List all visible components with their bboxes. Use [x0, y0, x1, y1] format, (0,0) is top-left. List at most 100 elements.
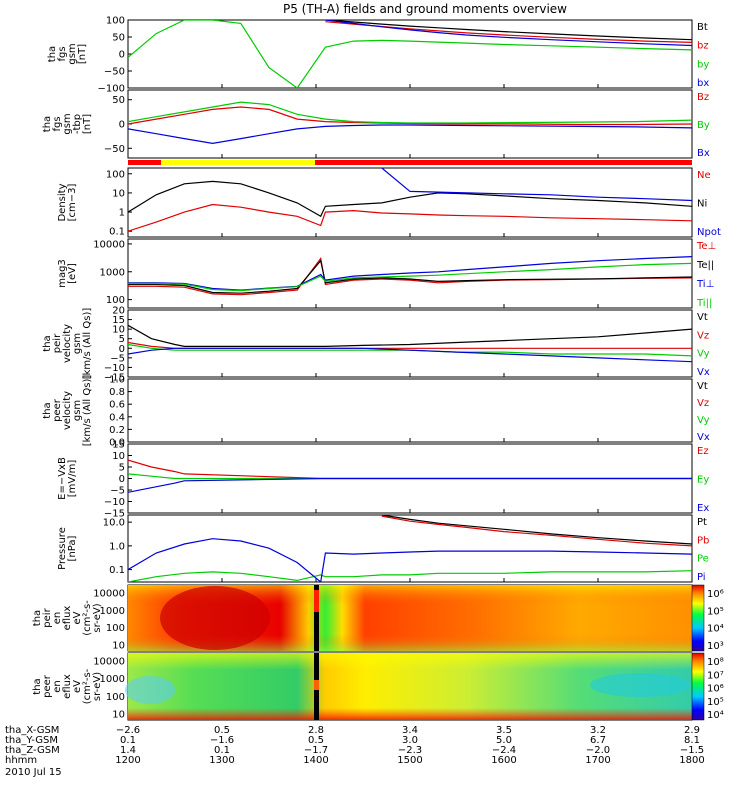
- bottom-row-value: 0.1: [214, 745, 230, 756]
- series-line-by: [128, 20, 692, 88]
- y-tick-label: 50: [112, 95, 125, 106]
- y-tick-label: 10: [112, 451, 125, 462]
- spectrogram-peir-core: [160, 586, 270, 650]
- legend-entry: bz: [697, 41, 709, 52]
- y-axis-label: fgs: [52, 116, 63, 131]
- legend-entry: Vt: [697, 312, 708, 323]
- series-line-Ez: [128, 459, 692, 480]
- y-axis-label: peer: [52, 398, 63, 422]
- bottom-row-value: −2.6: [116, 725, 140, 736]
- bottom-row-value: −1.5: [680, 745, 704, 756]
- bottom-row-value: −2.3: [398, 745, 422, 756]
- series-line-Ni: [128, 180, 692, 218]
- y-tick-label: 0.0: [109, 438, 125, 449]
- spectrogram-peir-spike: [314, 590, 319, 612]
- series-line-Ex: [128, 477, 692, 493]
- y-axis-label: [nT]: [82, 114, 93, 134]
- y-tick-label: 0.2: [109, 425, 125, 436]
- series-line-Npot: [381, 168, 692, 202]
- colorbar-tick-label: 10⁴: [707, 710, 724, 721]
- y-axis-label: en: [52, 680, 63, 693]
- bottom-row-value: 5.0: [496, 735, 512, 746]
- y-axis-label: eV: [72, 611, 83, 624]
- y-axis-label: gsm: [62, 113, 73, 134]
- bottom-row-value: 3.5: [496, 725, 512, 736]
- legend-entry: Ne: [697, 170, 711, 181]
- y-tick-label: 100: [106, 692, 125, 703]
- panel-frame: [127, 309, 693, 378]
- y-axis-label: eflux: [62, 606, 73, 631]
- colorbar-tick-label: 10⁵: [707, 606, 724, 617]
- series-line-Pb: [381, 515, 692, 547]
- series-line-Bt: [325, 20, 692, 41]
- y-tick-label: 0: [119, 344, 125, 355]
- legend-entry: Bz: [697, 92, 709, 103]
- bottom-row-value: 1300: [209, 755, 234, 766]
- y-axis-label: -tbp: [72, 114, 83, 134]
- legend-entry: Vz: [697, 330, 709, 341]
- y-tick-label: 0.6: [109, 400, 125, 411]
- y-tick-label: 10: [112, 710, 125, 721]
- series-line-Pi: [128, 538, 692, 582]
- y-axis-label: [mV/m]: [67, 460, 78, 498]
- y-axis-label: tha: [47, 46, 58, 62]
- y-tick-label: −100: [98, 84, 125, 95]
- y-axis-label: [cm−3]: [67, 184, 78, 222]
- bottom-row-value: 0.1: [120, 735, 136, 746]
- y-tick-label: 10: [112, 641, 125, 652]
- y-axis-label: mag3: [57, 259, 68, 288]
- legend-entry: Ey: [697, 475, 709, 486]
- bottom-row-value: 1400: [303, 755, 328, 766]
- y-axis-label: (cm²-s-: [82, 600, 93, 636]
- legend-entry: Ti||: [696, 298, 712, 309]
- bottom-axis-table: tha_X-GSM −2.6 0.5 2.8 3.4 3.5 3.2 2.9tha_Y-GSM…: [5, 725, 705, 766]
- y-axis-label: tha: [42, 402, 53, 418]
- y-tick-label: −5: [110, 486, 125, 497]
- y-tick-label: −10: [104, 363, 125, 374]
- y-tick-label: 10000: [93, 589, 125, 600]
- y-tick-label: 0: [119, 50, 125, 61]
- date-label: 2010 Jul 15: [5, 767, 62, 778]
- y-axis-label: gsm: [72, 333, 83, 354]
- bottom-row-label: tha_Y-GSM: [5, 735, 58, 746]
- bottom-row-value: 1800: [679, 755, 704, 766]
- spectrogram-peer: [125, 653, 692, 720]
- y-tick-label: 100: [106, 169, 125, 180]
- legend-entry: by: [697, 59, 709, 70]
- y-tick-label: 50: [112, 33, 125, 44]
- y-axis-label: gsm: [72, 400, 83, 421]
- bottom-row-value: 0.5: [308, 735, 324, 746]
- series-line-Bx: [128, 124, 692, 145]
- y-tick-label: −10: [104, 497, 125, 508]
- status-bar-red-1: [128, 160, 161, 165]
- y-axis-label: gsm: [67, 43, 78, 64]
- y-axis-label: en: [52, 612, 63, 625]
- status-bar-red-2: [315, 160, 692, 165]
- legend-entry: Vx: [697, 367, 710, 378]
- colorbar-tick-label: 10⁶: [707, 684, 724, 695]
- y-axis-label: peer: [42, 674, 53, 698]
- y-axis-label: sr-eV): [92, 603, 103, 632]
- y-tick-label: −15: [104, 509, 125, 520]
- y-axis-label: [nPa]: [67, 535, 78, 561]
- y-axis-label: Pressure: [57, 527, 68, 570]
- y-tick-label: 10: [112, 325, 125, 336]
- y-tick-label: 0.8: [109, 387, 125, 398]
- y-tick-label: 1.0: [109, 375, 125, 386]
- bottom-row-value: 1.4: [120, 745, 136, 756]
- status-bar-yellow: [161, 160, 315, 165]
- legend-entry: Ni: [697, 199, 707, 210]
- panel-density: 100 10 1 0.1 Density [cm−3] Ne Ni Npot: [57, 167, 721, 238]
- panel-fgs_gse_tbp: 50 0 −50 tha fgs gsm -tbp [nT] Bz By Bx: [42, 89, 710, 159]
- y-axis-label: eflux: [62, 674, 73, 699]
- y-axis-label: peir: [52, 333, 63, 353]
- legend-entry: Vy: [697, 415, 710, 426]
- y-axis-label: [km/s (All Qs)]: [82, 308, 93, 380]
- y-tick-label: 5: [119, 463, 125, 474]
- spectrogram-peer-cool-1: [125, 676, 175, 704]
- bottom-row-label: tha_X-GSM: [5, 725, 59, 736]
- y-tick-label: 1000: [100, 606, 125, 617]
